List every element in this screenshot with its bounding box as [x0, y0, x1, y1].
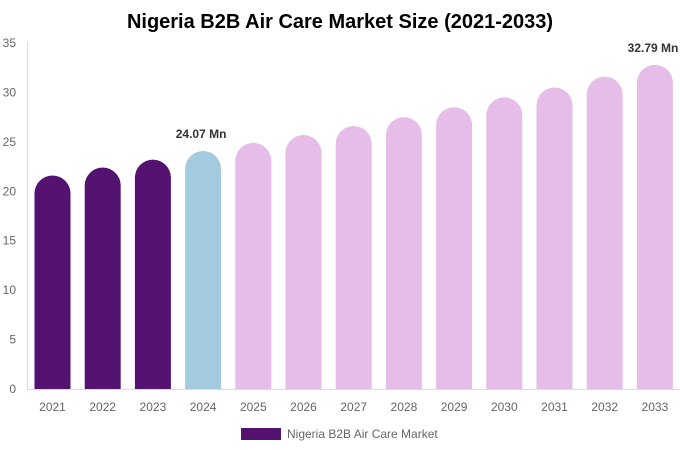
- x-tick-label: 2025: [240, 400, 267, 414]
- bar-2027: [335, 126, 372, 390]
- bar-2029: [436, 107, 473, 389]
- legend-label: Nigeria B2B Air Care Market: [287, 427, 438, 441]
- x-tick-label: 2023: [140, 400, 167, 414]
- bar-2031: [536, 87, 573, 389]
- x-tick-label: 2024: [190, 400, 217, 414]
- x-tick-label: 2021: [39, 400, 66, 414]
- data-label: 32.79 Mn: [628, 41, 679, 55]
- y-tick-label: 35: [3, 36, 17, 50]
- bar-2028: [385, 117, 422, 389]
- legend-swatch: [241, 428, 281, 440]
- y-tick-label: 30: [3, 85, 17, 99]
- bar-2025: [235, 142, 272, 389]
- bar-2030: [486, 97, 523, 389]
- chart-title: Nigeria B2B Air Care Market Size (2021-2…: [127, 11, 553, 33]
- bar-2033: [636, 64, 673, 390]
- bar-2022: [84, 167, 121, 389]
- x-tick-label: 2030: [491, 400, 518, 414]
- y-tick-label: 0: [9, 382, 16, 396]
- x-tick-label: 2027: [340, 400, 367, 414]
- bar-2024: [185, 151, 222, 389]
- y-tick-label: 10: [3, 283, 17, 297]
- x-tick-label: 2031: [541, 400, 568, 414]
- x-tick-label: 2032: [591, 400, 618, 414]
- x-tick-label: 2022: [89, 400, 116, 414]
- x-tick-label: 2029: [441, 400, 468, 414]
- bar-2023: [134, 159, 171, 389]
- bar-2026: [285, 134, 322, 389]
- x-tick-label: 2033: [642, 400, 669, 414]
- y-tick-label: 25: [3, 135, 17, 149]
- bar-2032: [586, 76, 623, 390]
- y-tick-label: 5: [9, 333, 16, 347]
- x-tick-label: 2028: [391, 400, 418, 414]
- x-tick-label: 2026: [290, 400, 317, 414]
- y-tick-label: 15: [3, 234, 17, 248]
- data-label: 24.07 Mn: [176, 127, 227, 141]
- y-tick-label: 20: [3, 184, 17, 198]
- bar-2021: [34, 175, 71, 389]
